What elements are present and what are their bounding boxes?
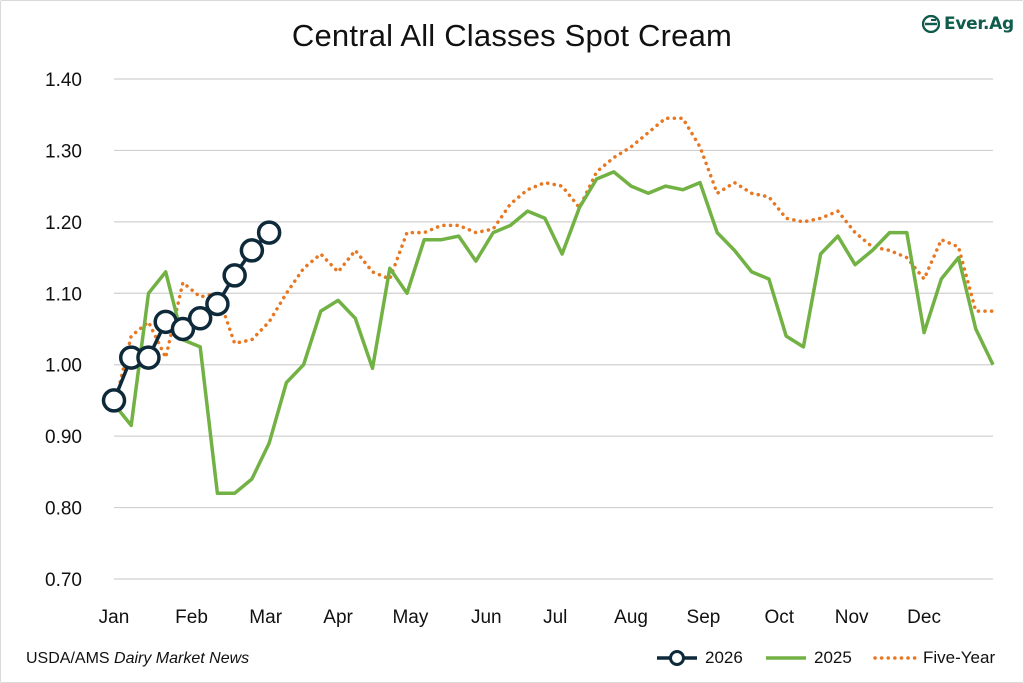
data-point-2026 bbox=[136, 345, 161, 370]
series-five-year bbox=[112, 116, 995, 410]
series-line-2025 bbox=[112, 170, 995, 496]
series-2026 bbox=[101, 220, 282, 413]
legend-five-year-label: Five-Year bbox=[923, 648, 996, 667]
chart-title: Central All Classes Spot Cream bbox=[291, 18, 733, 53]
ever-ag-logo: Ever.Ag bbox=[922, 12, 1014, 36]
legend-2025-label: 2025 bbox=[814, 648, 852, 667]
x-tick-label-jun: Jun bbox=[471, 607, 502, 628]
ever-ag-logo-icon bbox=[922, 15, 940, 33]
ever-ag-logo-text: Ever.Ag bbox=[944, 14, 1014, 34]
source-prefix: USDA/AMS bbox=[26, 650, 115, 667]
y-tick-label: 1.20 bbox=[45, 213, 82, 234]
legend-2026-label: 2026 bbox=[705, 648, 743, 667]
y-tick-label: 1.40 bbox=[45, 70, 82, 91]
series-line-five-year bbox=[112, 116, 995, 410]
data-point-2026 bbox=[170, 316, 196, 342]
y-tick-label: 1.10 bbox=[45, 284, 82, 305]
y-tick-label: 1.00 bbox=[45, 356, 82, 377]
x-tick-label-may: May bbox=[392, 607, 428, 628]
legend-2026-swatch bbox=[657, 650, 697, 666]
y-tick-label: 0.90 bbox=[45, 427, 82, 448]
y-tick-label: 0.70 bbox=[45, 570, 82, 591]
legend-five-year-swatch bbox=[873, 656, 917, 660]
x-tick-label-nov: Nov bbox=[835, 607, 869, 628]
x-tick-label-aug: Aug bbox=[614, 607, 648, 628]
x-tick-label-mar: Mar bbox=[249, 607, 282, 628]
data-point-2026 bbox=[256, 220, 282, 245]
x-axis-ticks: Jan Feb Mar Apr May Jun Jul Aug Sep Oct Nov Dec bbox=[99, 607, 941, 628]
series-layer bbox=[101, 116, 995, 496]
series-2025 bbox=[112, 170, 995, 496]
x-tick-label-dec: Dec bbox=[907, 607, 941, 628]
x-tick-label-jan: Jan bbox=[99, 607, 130, 628]
data-point-2026 bbox=[187, 306, 213, 331]
source-note: USDA/AMS Dairy Market News bbox=[26, 650, 249, 668]
x-tick-label-feb: Feb bbox=[175, 607, 208, 628]
data-point-2026 bbox=[101, 388, 127, 413]
legend-item-five-year: Five-Year bbox=[873, 646, 995, 670]
gridlines bbox=[114, 78, 993, 580]
legend-item-2026: 2026 bbox=[655, 646, 743, 670]
data-point-2026 bbox=[239, 238, 265, 263]
data-point-2026 bbox=[222, 263, 247, 288]
data-point-2026 bbox=[205, 291, 230, 317]
x-tick-label-sep: Sep bbox=[687, 607, 721, 628]
y-tick-label: 1.30 bbox=[45, 141, 82, 162]
legend-2025-swatch bbox=[766, 656, 806, 660]
legend-item-2025: 2025 bbox=[764, 646, 852, 670]
x-tick-label-oct: Oct bbox=[765, 607, 795, 628]
x-tick-label-jul: Jul bbox=[543, 607, 567, 628]
y-axis-ticks: 0.70 0.80 0.90 1.00 1.10 1.20 1.30 1.40 bbox=[45, 70, 82, 591]
x-tick-label-apr: Apr bbox=[323, 607, 353, 628]
source-publication: Dairy Market News bbox=[114, 650, 250, 667]
y-tick-label: 0.80 bbox=[45, 499, 82, 520]
